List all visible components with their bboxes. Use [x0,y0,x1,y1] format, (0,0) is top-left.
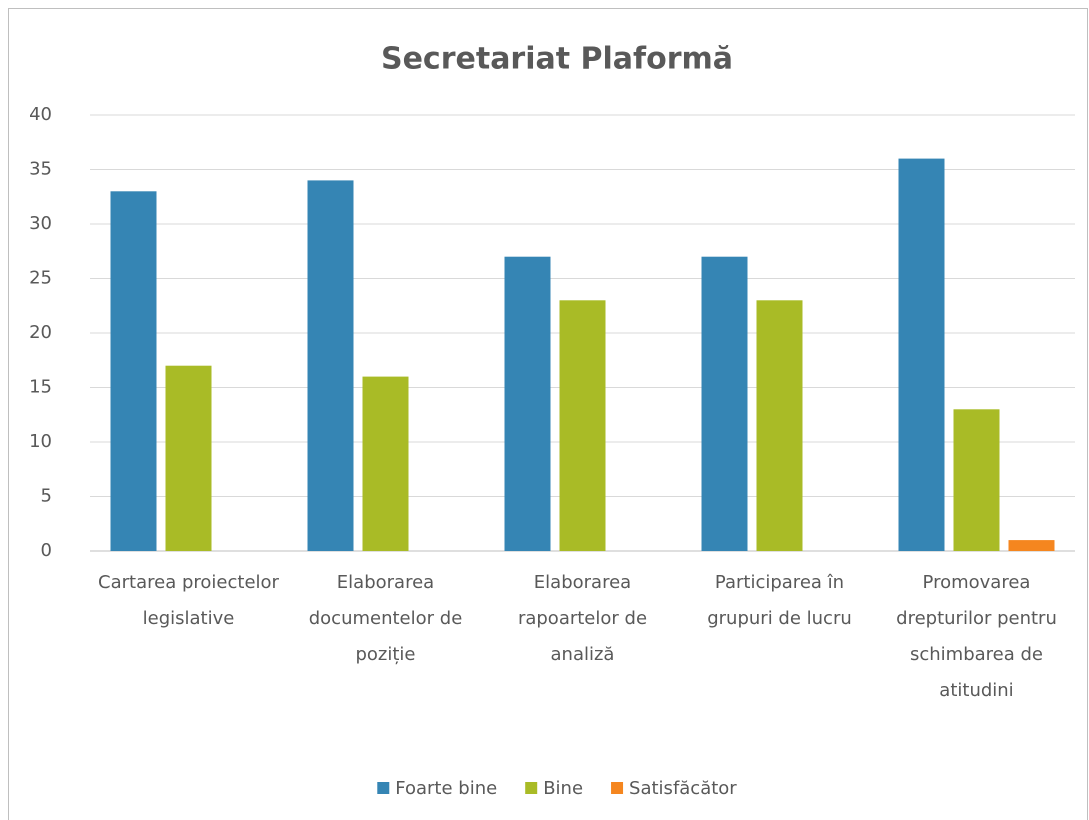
legend-swatch [377,782,390,794]
x-tick-label: Cartarea proiectelor legislative [98,572,279,629]
y-tick-label: 25 [29,268,52,289]
y-tick-label: 5 [41,486,52,507]
bar [307,180,354,551]
legend-label: Foarte bine [395,778,497,799]
x-tick-label: Elaborarea documentelor de poziție [308,572,463,665]
y-tick-label: 35 [29,159,52,180]
bar [756,300,803,551]
x-tick-label-box: Elaborarea rapoartelor de analiză [517,572,648,665]
x-tick-label-box: Cartarea proiectelor legislative [98,572,279,629]
legend-label: Satisfăcător [629,778,737,799]
bar [953,409,1000,551]
bar [165,365,212,551]
bar [559,300,606,551]
legend-swatch [611,782,624,794]
y-tick-label: 10 [29,431,52,452]
y-tick-label: 0 [41,540,52,561]
y-tick-label: 20 [29,322,52,343]
bar [110,191,157,552]
legend-label: Bine [543,778,583,799]
bar [362,376,409,551]
x-tick-label-box: Elaborarea documentelor de poziție [308,572,463,665]
chart-title: Secretariat Plaformă [381,42,733,77]
y-tick-label: 40 [29,104,52,125]
y-tick-label: 15 [29,377,52,398]
bar [898,158,945,551]
legend-swatch [525,782,538,794]
bar [1008,540,1055,551]
x-tick-label-box: Participarea în grupuri de lucru [707,572,852,629]
y-tick-label: 30 [29,213,52,234]
x-tick-label: Promovarea drepturilor pentru schimbarea… [896,572,1057,701]
x-tick-label: Elaborarea rapoartelor de analiză [517,572,648,665]
bar [701,256,748,551]
x-tick-label: Participarea în grupuri de lucru [707,572,852,629]
bar [504,256,551,551]
x-tick-label-box: Promovarea drepturilor pentru schimbarea… [896,572,1057,701]
